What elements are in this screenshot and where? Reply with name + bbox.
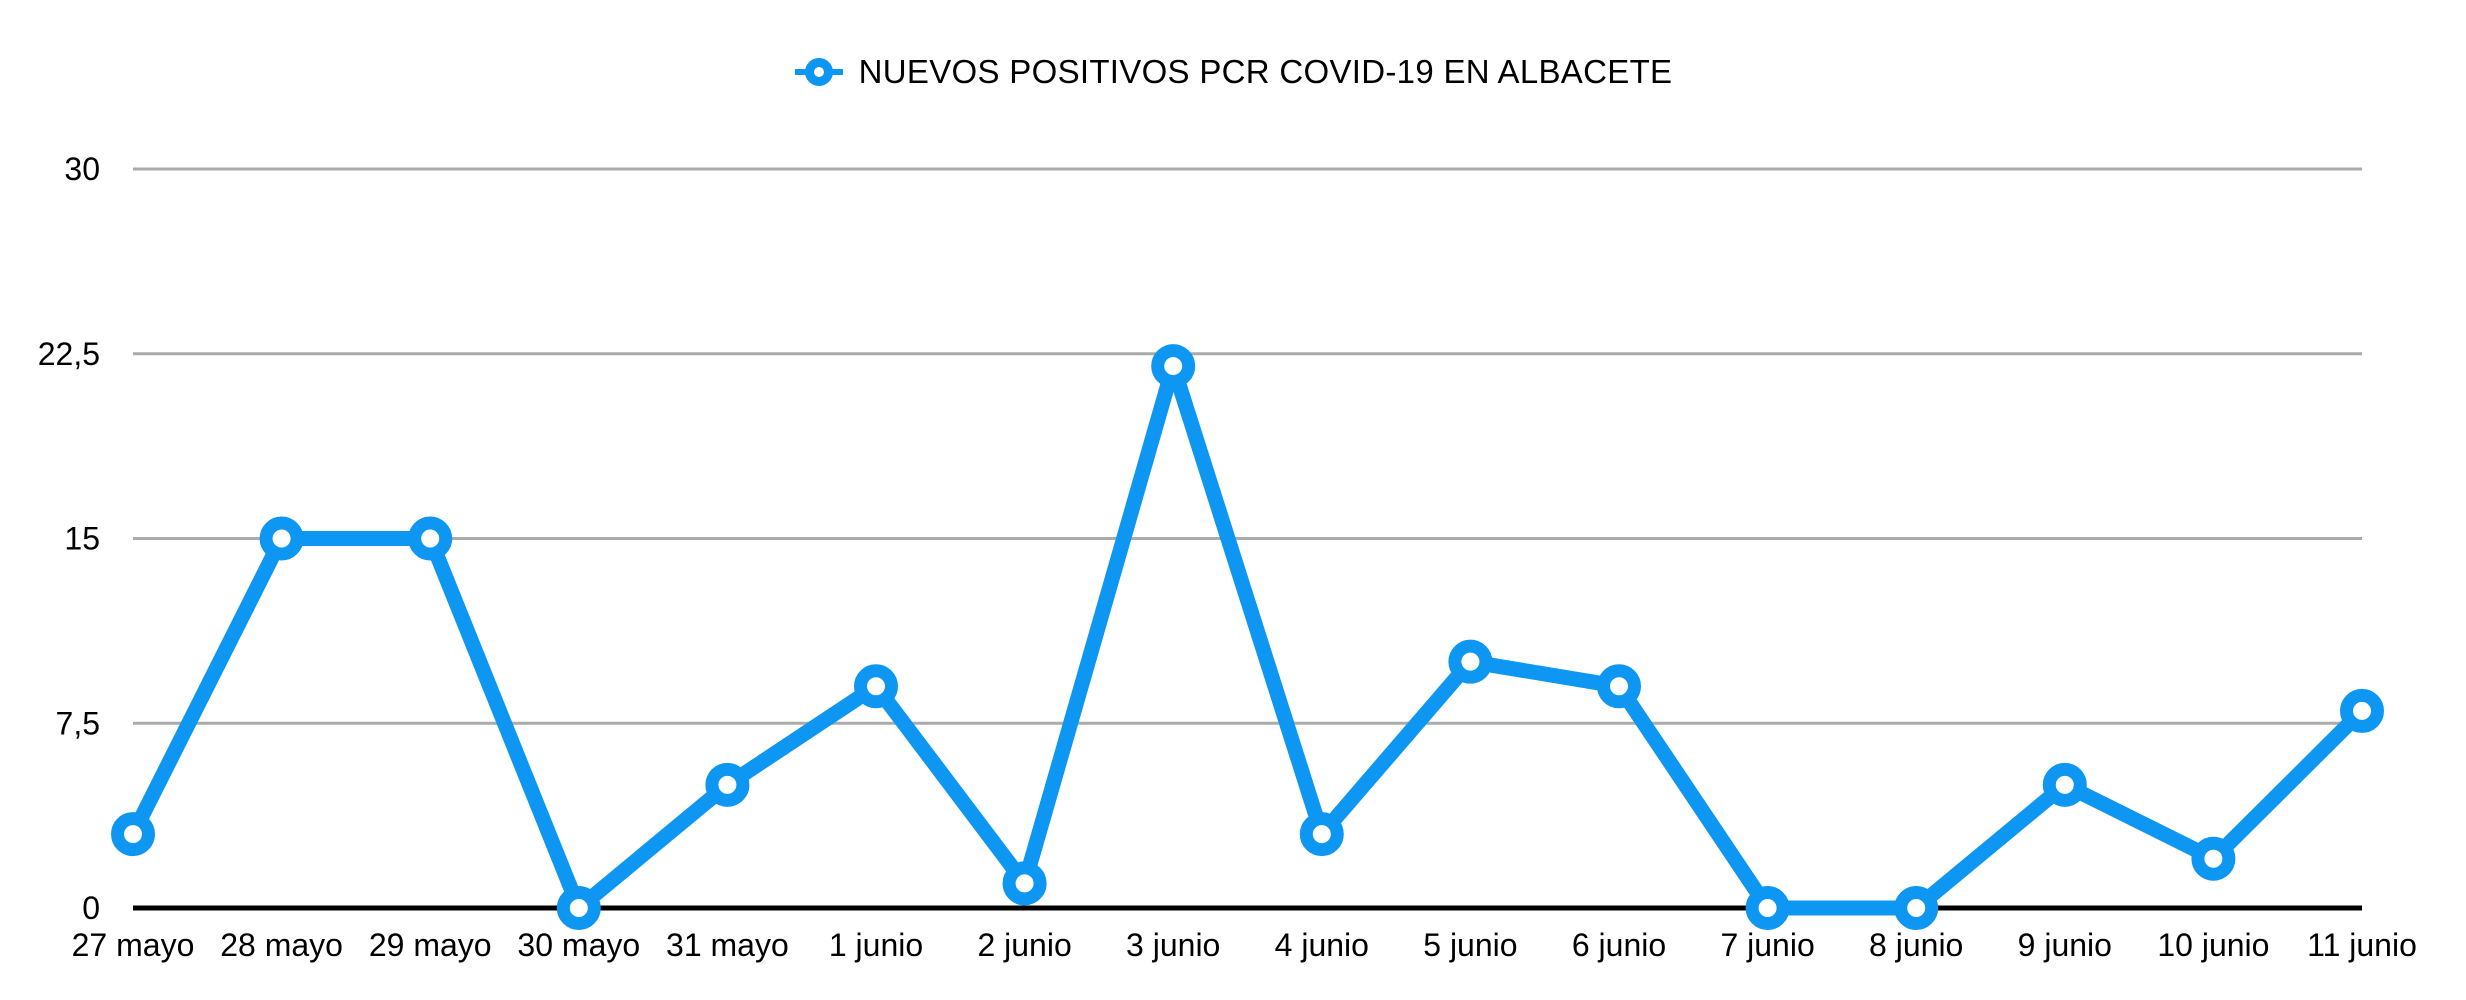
x-axis-tick-label: 27 mayo xyxy=(72,927,195,963)
data-point-marker xyxy=(111,812,155,857)
x-axis-tick-label: 9 junio xyxy=(2018,927,2112,963)
data-point-marker xyxy=(1745,886,1790,930)
data-point-marker xyxy=(1597,664,1641,709)
data-point-marker xyxy=(1299,812,1344,857)
data-point-marker xyxy=(259,516,304,561)
x-axis-tick-label: 8 junio xyxy=(1869,927,1963,963)
x-axis-tick-label: 7 junio xyxy=(1720,927,1814,963)
x-axis-tick-label: 28 mayo xyxy=(220,927,343,963)
x-axis-tick-label: 29 mayo xyxy=(369,927,492,963)
y-axis-tick-label: 7,5 xyxy=(56,705,100,741)
x-axis-tick-label: 10 junio xyxy=(2157,927,2269,963)
x-axis-tick-label: 6 junio xyxy=(1572,927,1666,963)
data-point-marker xyxy=(2340,688,2384,733)
x-axis-tick-label: 31 mayo xyxy=(666,927,789,963)
y-axis-tick-label: 0 xyxy=(82,890,100,926)
x-axis-tick-label: 30 mayo xyxy=(517,927,640,963)
data-point-marker xyxy=(1151,344,1196,389)
x-axis-tick-label: 11 junio xyxy=(2307,927,2417,963)
data-point-marker xyxy=(854,664,898,709)
series-line xyxy=(126,358,2368,916)
y-axis-tick-label: 22,5 xyxy=(38,336,100,372)
x-axis-tick-label: 2 junio xyxy=(977,927,1071,963)
data-point-marker xyxy=(1448,639,1493,684)
data-point-marker xyxy=(556,886,601,930)
data-point-marker xyxy=(2191,836,2236,881)
data-point-marker xyxy=(705,762,750,807)
data-point-marker xyxy=(1002,861,1047,906)
data-point-marker xyxy=(1894,886,1939,930)
x-axis-tick-label: 4 junio xyxy=(1275,927,1369,963)
data-point-marker xyxy=(408,516,453,561)
x-axis-tick-label: 1 junio xyxy=(829,927,923,963)
y-axis-tick-label: 30 xyxy=(64,151,100,187)
x-axis-tick-label: 5 junio xyxy=(1423,927,1517,963)
y-axis-tick-label: 15 xyxy=(64,521,100,557)
data-point-marker xyxy=(2042,762,2087,807)
x-axis-tick-label: 3 junio xyxy=(1126,927,1220,963)
